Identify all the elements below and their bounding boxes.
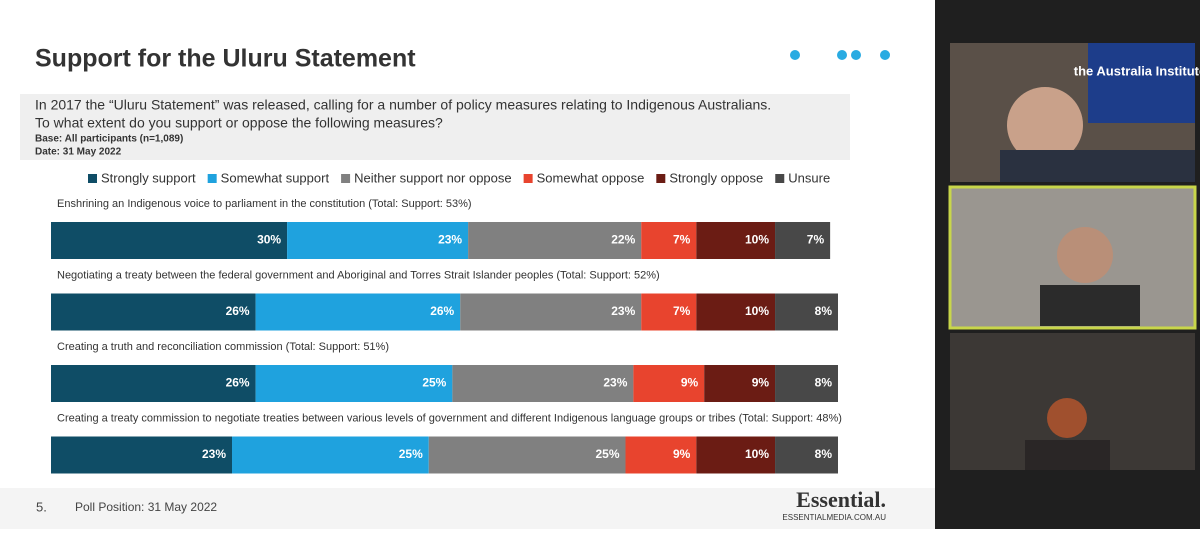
data-label: 7% bbox=[673, 233, 691, 247]
legend-label: Strongly oppose bbox=[669, 170, 763, 185]
bar-segment bbox=[633, 365, 705, 402]
data-label: 8% bbox=[815, 376, 833, 390]
dot bbox=[851, 50, 861, 60]
data-label: 9% bbox=[673, 447, 691, 461]
bar-segment bbox=[255, 293, 461, 331]
data-label: 22% bbox=[611, 233, 635, 247]
legend-swatch bbox=[341, 174, 351, 183]
logo: Essential. bbox=[796, 487, 886, 512]
logo-url: ESSENTIALMEDIA.COM.AU bbox=[782, 513, 886, 522]
person bbox=[1047, 398, 1087, 438]
legend-label: Neither support nor oppose bbox=[354, 170, 512, 185]
bar-segment bbox=[696, 293, 776, 331]
data-label: 23% bbox=[611, 304, 635, 318]
question: To what extent do you support or oppose … bbox=[35, 115, 443, 131]
legend-label: Strongly support bbox=[101, 170, 196, 185]
bar-segment bbox=[775, 222, 831, 259]
bar-segment bbox=[775, 293, 838, 331]
page-number: 5. bbox=[36, 499, 47, 514]
bar-segment bbox=[696, 436, 776, 474]
bar-segment bbox=[704, 365, 776, 402]
data-label: 26% bbox=[226, 304, 250, 318]
data-label: 9% bbox=[752, 376, 770, 390]
bar-segment bbox=[287, 222, 469, 259]
person-body bbox=[1040, 285, 1140, 326]
bar-segment bbox=[51, 222, 288, 259]
bar-segment bbox=[641, 222, 697, 259]
data-label: 8% bbox=[815, 447, 833, 461]
data-label: 23% bbox=[202, 447, 226, 461]
date: Date: 31 May 2022 bbox=[35, 147, 122, 158]
slide-title: Support for the Uluru Statement bbox=[35, 45, 416, 73]
data-label: 25% bbox=[595, 447, 619, 461]
data-label: 10% bbox=[745, 304, 769, 318]
bar-segment bbox=[641, 293, 697, 331]
legend-label: Unsure bbox=[788, 170, 830, 185]
data-label: 25% bbox=[399, 447, 423, 461]
legend-label: Somewhat support bbox=[221, 170, 330, 185]
data-label: 7% bbox=[673, 304, 691, 318]
data-label: 25% bbox=[422, 376, 446, 390]
legend-label: Somewhat oppose bbox=[537, 170, 645, 185]
legend-swatch bbox=[207, 174, 217, 183]
data-label: 26% bbox=[430, 304, 454, 318]
data-label: 30% bbox=[257, 233, 281, 247]
bar-segment bbox=[775, 436, 838, 474]
base: Base: All participants (n=1,089) bbox=[35, 134, 183, 145]
person bbox=[1007, 87, 1083, 163]
person-body bbox=[1025, 440, 1110, 470]
legend-swatch bbox=[656, 174, 666, 183]
dot bbox=[790, 50, 800, 60]
footer-text: Poll Position: 31 May 2022 bbox=[75, 500, 217, 514]
data-label: 10% bbox=[745, 233, 769, 247]
bar-segment bbox=[51, 436, 233, 474]
dot bbox=[880, 50, 890, 60]
bar-segment bbox=[696, 222, 776, 259]
data-label: 10% bbox=[745, 447, 769, 461]
bar-segment bbox=[51, 293, 256, 331]
row-label: Negotiating a treaty between the federal… bbox=[57, 269, 660, 281]
bar-segment bbox=[428, 436, 626, 474]
data-label: 26% bbox=[226, 376, 250, 390]
bar-segment bbox=[775, 365, 838, 402]
row-label: Creating a truth and reconciliation comm… bbox=[57, 341, 389, 353]
data-label: 7% bbox=[807, 233, 825, 247]
legend-swatch bbox=[88, 174, 97, 183]
data-label: 23% bbox=[603, 376, 627, 390]
bar-segment bbox=[452, 365, 634, 402]
question-band bbox=[20, 94, 850, 160]
dot bbox=[837, 50, 847, 60]
bar-segment bbox=[625, 436, 697, 474]
row-label: Enshrining an Indigenous voice to parlia… bbox=[57, 198, 472, 210]
bar-segment bbox=[232, 436, 429, 474]
footer bbox=[0, 488, 935, 529]
data-label: 9% bbox=[681, 376, 699, 390]
person bbox=[1057, 227, 1113, 283]
person-body bbox=[1000, 150, 1195, 182]
question: In 2017 the “Uluru Statement” was releas… bbox=[35, 97, 771, 113]
legend-swatch bbox=[523, 174, 533, 183]
data-label: 8% bbox=[815, 304, 833, 318]
bar-segment bbox=[51, 365, 256, 402]
bar-segment bbox=[468, 222, 642, 259]
banner bbox=[1088, 43, 1195, 123]
row-label: Creating a treaty commission to negotiat… bbox=[57, 412, 842, 424]
bar-segment bbox=[460, 293, 642, 331]
banner-text: the Australia Institute bbox=[1074, 63, 1200, 78]
bar-segment bbox=[255, 365, 453, 402]
data-label: 23% bbox=[438, 233, 462, 247]
legend-swatch bbox=[775, 174, 785, 183]
